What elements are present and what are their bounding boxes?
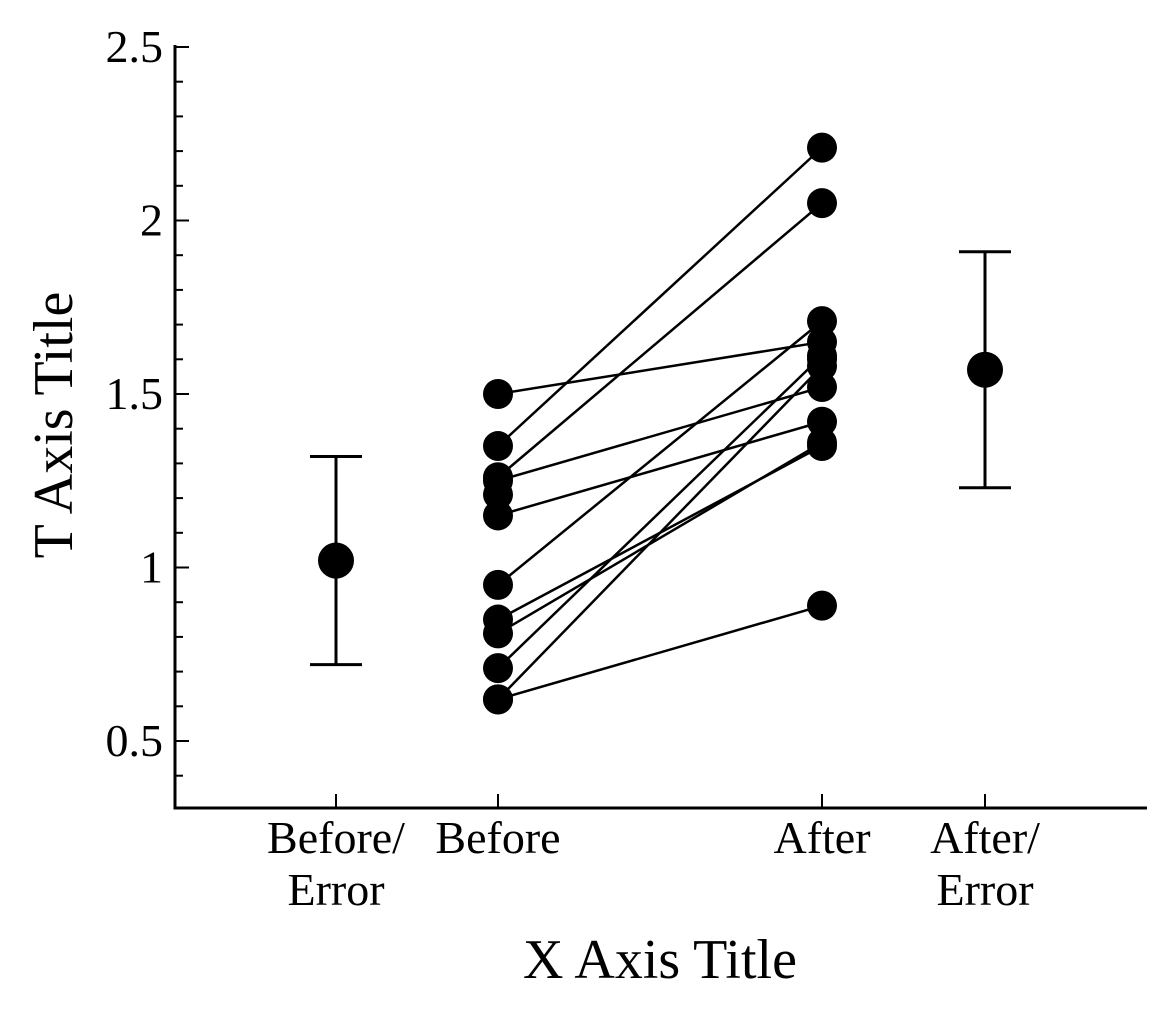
before-point: [483, 431, 513, 462]
tick-labels: 0.5 1 1.5 2 2.5 Before/Error Before After After/…: [106, 21, 1041, 915]
x-tick-label: After: [773, 812, 870, 863]
pair-line: [497, 420, 823, 517]
after-point: [807, 406, 837, 437]
pair-lines: [497, 146, 823, 701]
before-point: [483, 618, 513, 649]
after-point: [807, 372, 837, 403]
pair-line: [497, 320, 823, 586]
x-tick-label: After/Error: [930, 812, 1040, 915]
pair-line: [497, 604, 823, 701]
x-tick-label: Before: [435, 812, 560, 863]
data-points: [318, 132, 1003, 715]
pair-line: [497, 354, 823, 670]
y-tick-label: 1: [140, 542, 163, 593]
axes: [173, 45, 1147, 810]
before-point: [483, 379, 513, 409]
before-point: [483, 569, 513, 600]
pair-line: [497, 385, 823, 482]
after-point: [807, 590, 837, 621]
pair-line: [497, 146, 823, 447]
x-tick-label: Before/Error: [267, 812, 405, 915]
y-tick-label: 2: [140, 195, 163, 246]
error-bars: [310, 250, 1011, 667]
after-point: [807, 427, 837, 458]
pair-line: [497, 365, 823, 701]
after-point: [807, 132, 837, 163]
after-point: [807, 188, 837, 219]
y-tick-label: 0.5: [106, 715, 164, 766]
after-point: [807, 306, 837, 337]
y-axis-title: T Axis Title: [23, 292, 85, 559]
mean-point: [318, 542, 354, 579]
before-point: [483, 653, 513, 684]
pair-line: [497, 340, 823, 396]
y-tick-label: 1.5: [106, 368, 164, 419]
extra-point: [807, 344, 837, 375]
pair-line: [497, 202, 823, 479]
mean-point: [967, 351, 1003, 388]
pair-line: [497, 441, 823, 635]
before-point: [483, 684, 513, 715]
y-tick-label: 2.5: [106, 21, 164, 72]
x-axis-title: X Axis Title: [523, 929, 797, 991]
before-point: [483, 500, 513, 531]
extra-point: [483, 479, 513, 510]
